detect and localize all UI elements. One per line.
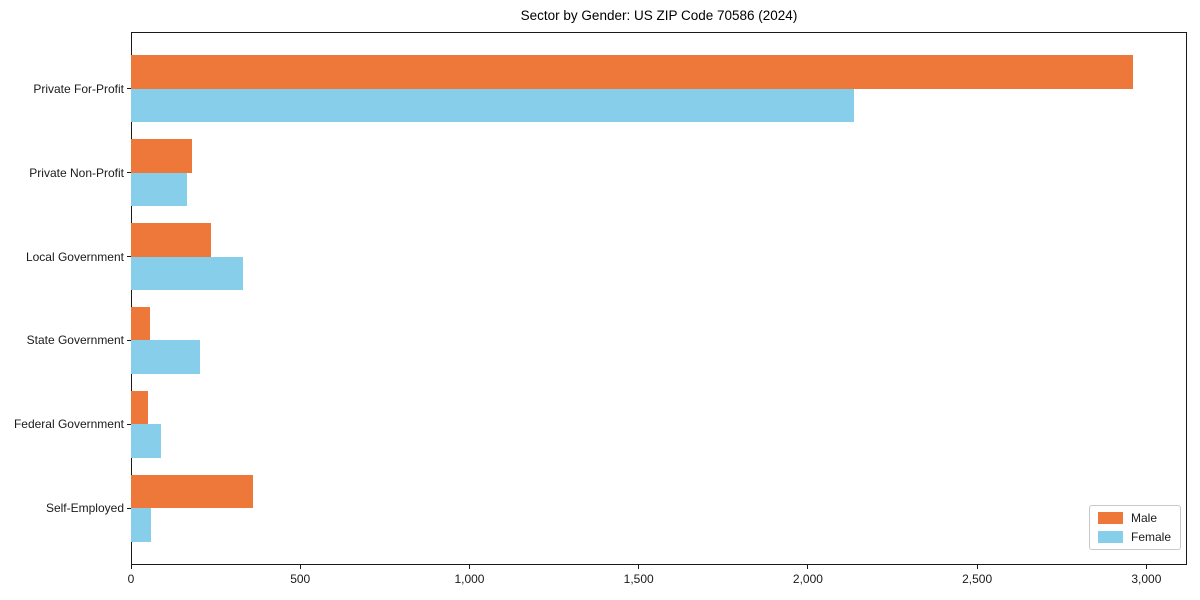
y-axis-tick — [127, 88, 131, 90]
y-axis-label-self-employed: Self-Employed — [45, 501, 124, 516]
legend: Male Female — [1089, 505, 1182, 550]
y-axis-tick — [127, 423, 131, 425]
x-axis-tick-label: 1,500 — [623, 572, 654, 586]
x-axis-tick — [1145, 565, 1147, 569]
bar-female-federal-government — [131, 424, 162, 458]
bar-female-private-for-profit — [131, 88, 854, 123]
bar-female-state-government — [131, 340, 201, 375]
bar-male-private-for-profit — [131, 55, 1133, 89]
y-axis-label-state-government: State Government — [26, 333, 124, 348]
x-axis-tick-label: 2,500 — [962, 572, 993, 586]
legend-entry-female: Female — [1098, 530, 1171, 544]
bar-female-self-employed — [131, 508, 152, 542]
legend-label-male: Male — [1131, 511, 1158, 525]
bar-female-local-government — [131, 256, 243, 291]
y-axis-label-private-non-profit: Private Non-Profit — [29, 165, 124, 180]
x-axis-tick — [299, 565, 301, 569]
x-axis-tick — [976, 565, 978, 569]
x-axis-tick-label: 500 — [290, 572, 311, 586]
x-axis-tick-label: 2,000 — [792, 572, 823, 586]
y-axis-label-federal-government: Federal Government — [13, 417, 124, 432]
bar-male-local-government — [131, 222, 211, 257]
x-axis-tick — [638, 565, 640, 569]
legend-label-female: Female — [1131, 530, 1172, 544]
legend-entry-male: Male — [1098, 511, 1171, 525]
x-axis-tick — [130, 565, 132, 569]
x-axis-tick — [468, 565, 470, 569]
bar-male-private-non-profit — [131, 139, 192, 173]
y-axis-tick — [127, 172, 131, 174]
y-axis-label-local-government: Local Government — [25, 249, 124, 264]
x-axis-tick-label: 1,000 — [454, 572, 485, 586]
y-axis-tick — [127, 256, 131, 258]
y-axis-label-private-for-profit: Private For-Profit — [33, 81, 124, 96]
chart-title: Sector by Gender: US ZIP Code 70586 (202… — [520, 8, 798, 23]
x-axis-tick — [807, 565, 809, 569]
bar-male-self-employed — [131, 474, 253, 509]
x-axis-tick-label: 0 — [127, 572, 135, 586]
x-axis-tick-label: 3,000 — [1131, 572, 1162, 586]
legend-swatch-female — [1098, 531, 1123, 543]
legend-swatch-male — [1098, 512, 1123, 524]
bar-female-private-non-profit — [131, 172, 187, 207]
y-axis-tick — [127, 339, 131, 341]
bar-male-state-government — [131, 306, 150, 341]
bar-male-federal-government — [131, 390, 148, 425]
y-axis-tick — [127, 507, 131, 509]
